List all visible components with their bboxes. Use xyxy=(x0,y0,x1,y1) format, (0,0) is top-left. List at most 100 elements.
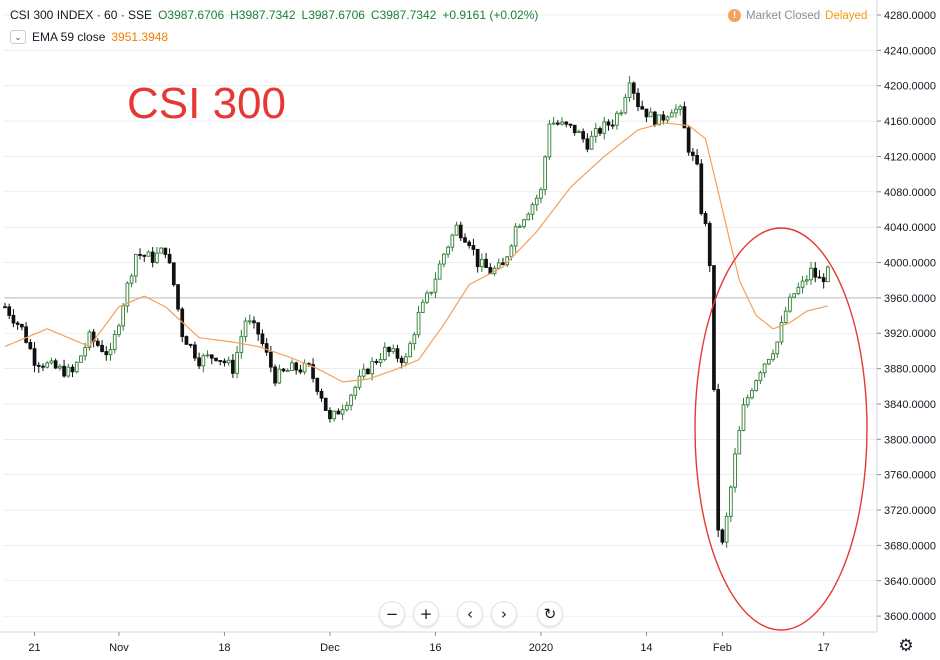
time-axis[interactable]: 21 Nov 18 Dec 16 2020 14 Feb 17 xyxy=(28,632,830,654)
candle xyxy=(631,81,636,100)
zoom-out-button[interactable]: − xyxy=(379,601,405,627)
candle xyxy=(41,363,45,372)
candle xyxy=(674,104,678,118)
candle xyxy=(209,354,214,365)
candle xyxy=(11,309,16,328)
zoom-controls: − + xyxy=(379,601,439,627)
candle xyxy=(762,363,767,378)
candle xyxy=(539,187,543,204)
candle xyxy=(349,393,353,411)
candle xyxy=(133,253,138,283)
ema-series-line xyxy=(4,122,829,383)
candle xyxy=(159,246,163,254)
candle xyxy=(800,276,805,294)
candle xyxy=(598,126,602,137)
settings-gear-icon[interactable]: ⚙ xyxy=(898,636,914,656)
candle xyxy=(188,343,193,348)
candle xyxy=(252,316,256,329)
candle xyxy=(547,119,552,160)
candle xyxy=(480,253,484,272)
y-tick-label: 4200.0000 xyxy=(884,81,936,93)
candle xyxy=(699,159,704,216)
candle xyxy=(467,239,472,249)
candle xyxy=(125,281,130,313)
candle xyxy=(311,358,315,383)
candle-layer xyxy=(3,76,830,548)
y-tick-label: 3920.0000 xyxy=(884,328,936,340)
candle xyxy=(750,388,754,400)
candle xyxy=(155,247,159,265)
scroll-left-button[interactable]: ‹ xyxy=(457,601,483,627)
candle xyxy=(201,353,206,373)
candle xyxy=(374,358,379,365)
candle xyxy=(534,194,539,211)
candle xyxy=(817,270,822,279)
y-tick-label: 4160.0000 xyxy=(884,116,936,128)
scroll-right-button[interactable]: › xyxy=(491,601,517,627)
candle xyxy=(294,361,299,375)
symbol-title[interactable]: CSI 300 INDEX · 60 · SSE xyxy=(10,8,153,22)
candle xyxy=(517,223,522,228)
warning-icon[interactable]: ! xyxy=(728,9,741,22)
annotation-ellipse xyxy=(694,227,868,631)
ema-label[interactable]: EMA 59 close xyxy=(32,30,106,44)
zoom-in-button[interactable]: + xyxy=(413,601,439,627)
delayed-label[interactable]: Delayed xyxy=(825,9,868,22)
chevron-down-icon: ⌄ xyxy=(14,31,22,42)
candle xyxy=(235,345,239,379)
candle xyxy=(425,290,429,304)
reset-chart-button[interactable]: ↻ xyxy=(537,601,563,627)
candle xyxy=(437,260,442,280)
y-tick-label: 3720.0000 xyxy=(884,505,936,517)
candle xyxy=(593,122,598,143)
candle xyxy=(619,109,623,117)
candle xyxy=(319,388,324,402)
candle xyxy=(568,123,573,129)
y-tick-label: 4000.0000 xyxy=(884,258,936,270)
candle xyxy=(826,265,830,283)
candle xyxy=(70,364,75,378)
y-tick-label: 4040.0000 xyxy=(884,222,936,234)
change-value: +0.9161 (+0.02%) xyxy=(442,8,539,22)
y-tick-label: 3600.0000 xyxy=(884,611,936,623)
candle xyxy=(463,233,467,243)
candle xyxy=(446,245,450,258)
candle xyxy=(501,257,505,266)
candle xyxy=(32,342,37,373)
candle xyxy=(315,377,320,395)
y-tick-label: 4080.0000 xyxy=(884,187,936,199)
candle xyxy=(703,211,708,227)
candle xyxy=(353,385,358,400)
candle xyxy=(728,485,733,523)
candle xyxy=(454,221,459,236)
candle xyxy=(484,252,488,268)
candle xyxy=(661,110,666,125)
candle xyxy=(648,107,653,118)
collapse-legend-toggle[interactable]: ⌄ xyxy=(10,30,26,44)
candle xyxy=(416,305,421,338)
candle xyxy=(83,342,88,361)
candle xyxy=(754,379,759,392)
candle xyxy=(695,149,699,166)
candle xyxy=(572,124,577,136)
scroll-controls: ‹ › xyxy=(457,601,517,627)
candle xyxy=(150,247,155,268)
candle xyxy=(214,357,218,362)
candle xyxy=(281,367,286,373)
candle xyxy=(408,340,412,358)
candle xyxy=(171,262,176,287)
candle xyxy=(264,338,269,356)
candle xyxy=(783,306,788,324)
candle xyxy=(180,306,185,343)
candle xyxy=(58,363,62,371)
y-tick-label: 3680.0000 xyxy=(884,540,936,552)
candle xyxy=(226,356,231,366)
candle xyxy=(117,323,121,338)
candle xyxy=(741,397,746,432)
candle xyxy=(3,302,7,309)
candle xyxy=(256,322,261,341)
candle xyxy=(686,125,691,156)
candle xyxy=(387,346,391,357)
price-axis[interactable]: 4280.0000 4240.0000 4200.0000 4160.0000 4120… xyxy=(877,10,936,623)
